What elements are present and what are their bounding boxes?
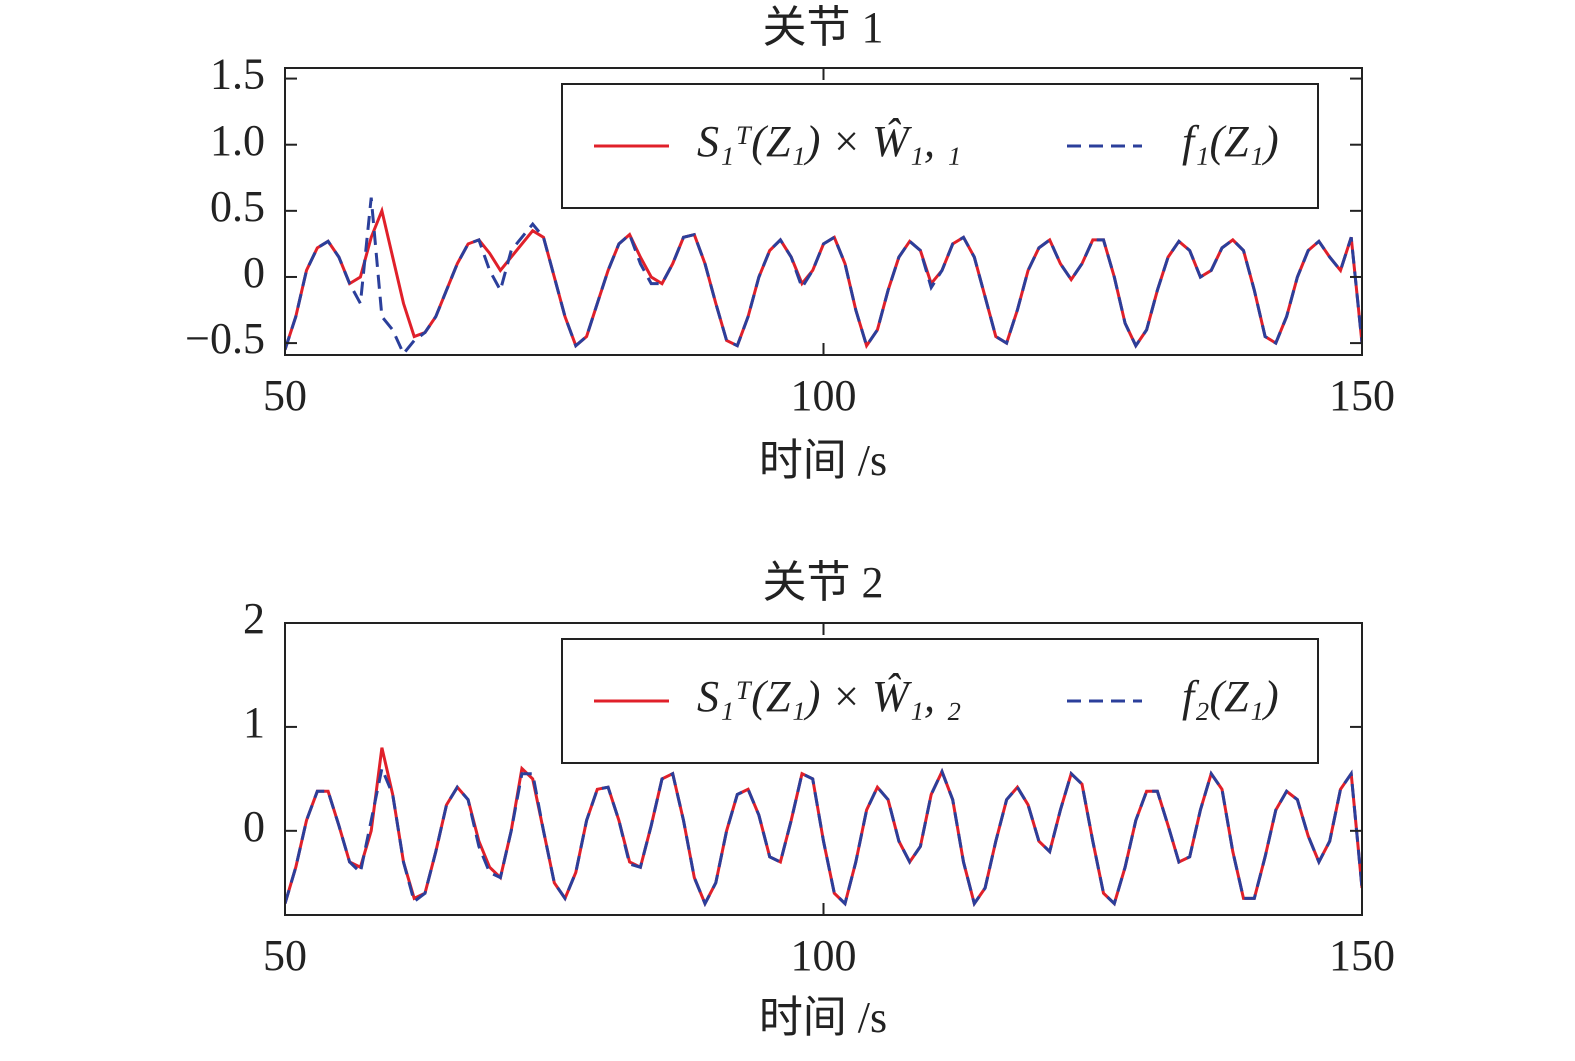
y-tick-label: 1.0 [210, 116, 265, 165]
x-tick-label: 100 [791, 931, 857, 980]
plot-area [285, 197, 1362, 355]
x-axis-label: 时间 /s [759, 993, 887, 1042]
x-tick-label: 150 [1329, 371, 1395, 420]
y-tick-label: 2 [243, 594, 265, 643]
y-tick-label: −0.5 [185, 314, 265, 363]
y-tick-label: 1.5 [210, 50, 265, 99]
y-tick-label: 0 [243, 248, 265, 297]
x-tick-label: 100 [791, 371, 857, 420]
chart-title: 关节 1 [763, 3, 884, 52]
y-tick-label: 0 [243, 802, 265, 851]
legend-label: f₁(Z₁) [1182, 117, 1279, 166]
legend: S₁ᵀ(Z₁) × Ŵ₁, ₂ f₂(Z₁) [561, 638, 1319, 764]
legend-box [561, 83, 1319, 209]
x-tick-label: 50 [263, 371, 307, 420]
legend-label: S₁ᵀ(Z₁) × Ŵ₁, ₁ [697, 117, 961, 166]
subplot: 关节 1 时间 /s −0.5 0 0.5 1.0 1.5 50 100 150 S₁ᵀ(Z₁) ×… [185, 3, 1395, 485]
data-line [285, 197, 1362, 355]
data-line [285, 205, 1362, 351]
x-tick-label: 150 [1329, 931, 1395, 980]
subplot: 关节 2 时间 /s 0 1 2 50 100 150 S₁ᵀ(Z₁) × Ŵ₁, ₂ f₂(Z₁… [243, 558, 1395, 1042]
data-line [285, 747, 1362, 908]
data-line [285, 763, 1362, 908]
y-tick-label: 1 [243, 698, 265, 747]
y-tick-label: 0.5 [210, 182, 265, 231]
legend-box [561, 638, 1319, 764]
legend: S₁ᵀ(Z₁) × Ŵ₁, ₁ f₁(Z₁) [561, 83, 1319, 209]
legend-label: f₂(Z₁) [1182, 672, 1279, 721]
chart-title: 关节 2 [763, 558, 884, 607]
plot-area [285, 747, 1362, 908]
legend-label: S₁ᵀ(Z₁) × Ŵ₁, ₂ [697, 672, 961, 721]
x-axis-label: 时间 /s [759, 436, 887, 485]
x-tick-label: 50 [263, 931, 307, 980]
